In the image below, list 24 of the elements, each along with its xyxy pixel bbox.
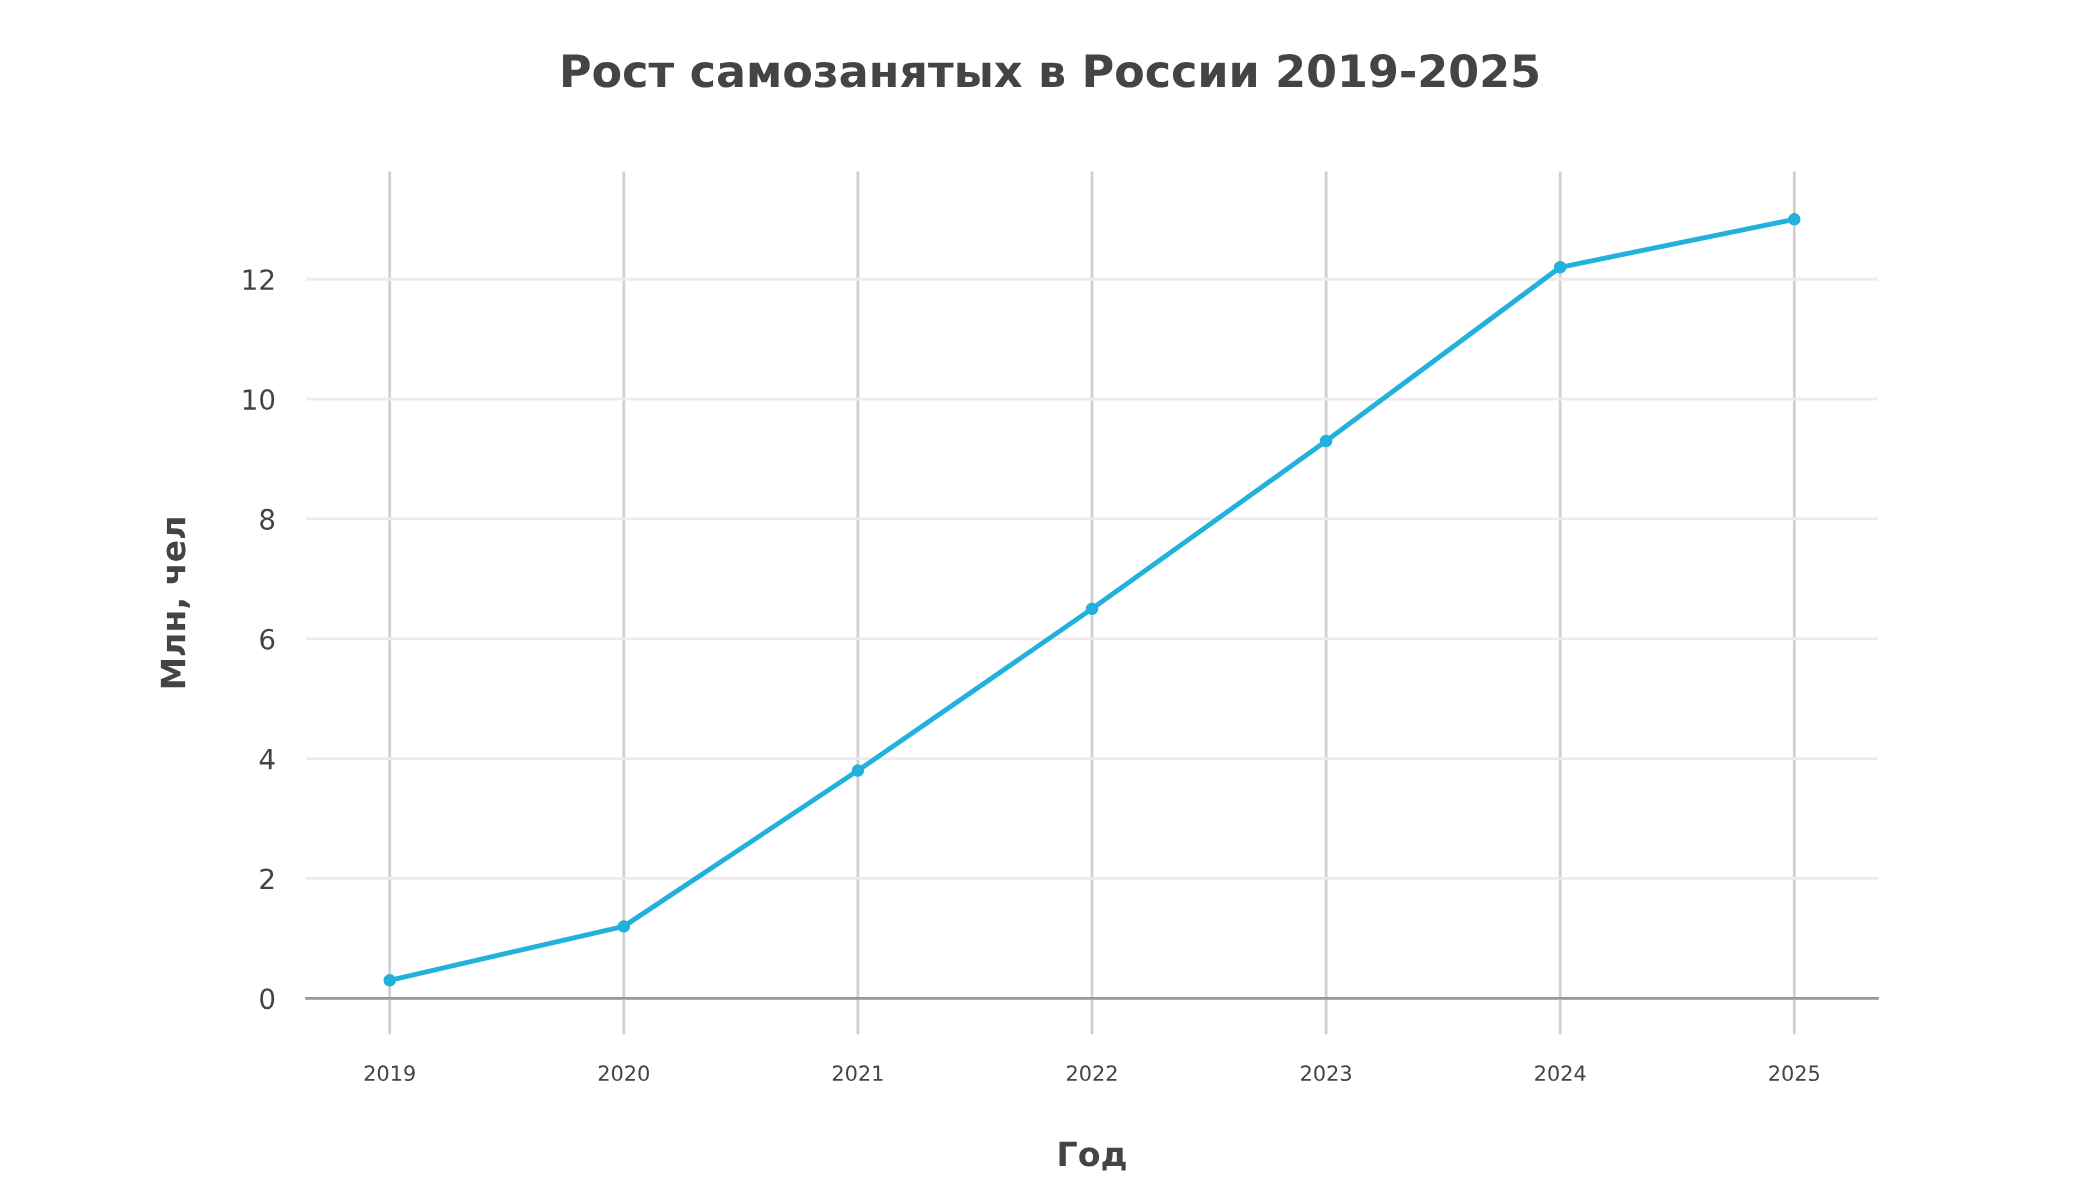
x-tick-label: 2021	[832, 1065, 883, 1082]
point	[1788, 213, 1801, 226]
y-tick-label: 12	[243, 269, 274, 290]
x-axis-title: Год	[1059, 1141, 1126, 1171]
x-tick-label: 2025	[1769, 1065, 1819, 1082]
y-tick-label: 8	[260, 508, 275, 530]
x-tick-label: 2020	[598, 1065, 649, 1082]
x-tick-label: 2019	[364, 1065, 415, 1082]
x-tick-label: 2023	[1301, 1065, 1351, 1082]
x-tick-label: 2024	[1535, 1065, 1586, 1082]
y-tick-label: 6	[260, 628, 275, 650]
point	[851, 764, 865, 777]
y-tick-label: 2	[260, 868, 274, 890]
chart-title: Рост самозанятых в России 2019-2025	[563, 53, 1538, 88]
y-tick-label: 10	[243, 389, 275, 411]
point	[1085, 602, 1099, 616]
point	[1319, 434, 1333, 448]
y-axis-title: Млн, чел	[160, 518, 190, 688]
point	[383, 974, 396, 987]
point	[617, 920, 631, 933]
point	[1553, 261, 1567, 274]
y-tick-label: 4	[259, 748, 275, 770]
x-tick-label: 2022	[1067, 1065, 1117, 1082]
y-tick-label: 0	[260, 988, 275, 1010]
